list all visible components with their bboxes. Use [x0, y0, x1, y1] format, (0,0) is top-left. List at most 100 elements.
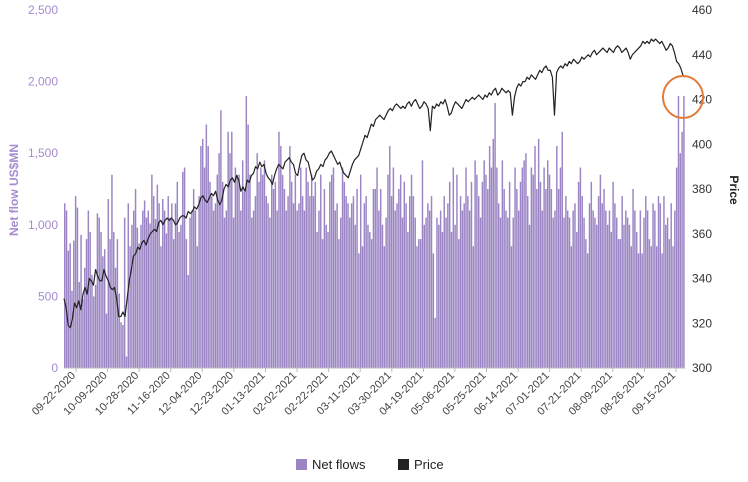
net-flow-bar [499, 217, 502, 368]
net-flow-bar [385, 217, 387, 368]
net-flow-bar [512, 217, 514, 368]
net-flow-bar [85, 239, 88, 368]
net-flow-bar [668, 239, 671, 368]
net-flow-bar [356, 189, 358, 368]
net-flow-bars [64, 95, 685, 369]
net-flow-bar [274, 181, 277, 368]
net-flow-bar [207, 146, 209, 368]
net-flow-bar [425, 217, 427, 368]
net-flow-bar [576, 231, 578, 368]
net-flow-bar [552, 217, 554, 368]
net-flow-bar [113, 231, 115, 368]
net-flow-bar [525, 153, 527, 368]
net-flow-bar [378, 210, 380, 368]
x-axis-ticks: 09-22-202010-09-202010-28-202011-16-2020… [30, 368, 678, 418]
net-flow-bar [114, 267, 117, 368]
net-flow-bar [389, 146, 391, 368]
net-flow-bar [501, 160, 504, 368]
net-flow-bar [670, 203, 672, 368]
net-flow-bar [296, 210, 298, 368]
net-flow-bar [352, 196, 355, 368]
net-flow-bar [663, 196, 665, 368]
net-flow-bar [672, 246, 674, 368]
net-flow-bar [140, 224, 142, 368]
net-flow-bar [359, 174, 362, 368]
net-flow-bar [479, 217, 482, 368]
net-flow-bar [574, 203, 576, 368]
net-flow-bar [109, 239, 111, 368]
legend-net-flows-label: Net flows [312, 457, 366, 472]
net-flow-bar [152, 196, 155, 368]
net-flow-bar [236, 174, 238, 368]
net-flow-bar [476, 174, 478, 368]
net-flow-bar [675, 167, 678, 368]
right-axis-tick-label: 340 [692, 272, 712, 286]
net-flow-bar [648, 239, 651, 368]
net-flow-bar [547, 160, 549, 368]
net-flow-bar [307, 181, 309, 368]
net-flow-bar [192, 189, 195, 368]
net-flow-bar [267, 203, 269, 368]
net-flow-bar [561, 131, 563, 368]
net-flow-bar [169, 217, 171, 368]
net-flow-bar [630, 246, 632, 368]
net-flow-bar [418, 239, 420, 368]
net-flow-bar [550, 189, 553, 368]
net-flow-bar [131, 224, 133, 368]
net-flow-bar [98, 217, 100, 368]
net-flow-bar [488, 146, 491, 368]
net-flow-bar [519, 181, 522, 368]
net-flow-bar [82, 299, 84, 368]
net-flow-bar [243, 191, 246, 368]
net-flow-bar [214, 203, 217, 368]
net-flow-bar [463, 203, 465, 368]
net-flow-bar [151, 174, 153, 368]
net-flow-bar [212, 210, 215, 368]
net-flow-bar [539, 181, 542, 368]
net-flow-bar [614, 203, 616, 368]
net-flow-bar [336, 203, 338, 368]
net-flow-bar [263, 160, 266, 368]
net-flow-bar [105, 313, 108, 368]
net-flow-bar [83, 267, 86, 368]
net-flow-bar [617, 239, 620, 368]
net-flow-bar [180, 224, 182, 368]
net-flow-bar [249, 174, 251, 368]
net-flow-bar [659, 203, 662, 368]
net-flow-bar [281, 174, 284, 368]
net-flow-bar [532, 174, 534, 368]
net-flow-bar [320, 174, 322, 368]
net-flow-bar [91, 274, 93, 368]
net-flow-bar [461, 210, 464, 368]
net-flow-bar [523, 160, 525, 368]
net-flow-bar [316, 231, 318, 368]
net-flow-bar [390, 196, 393, 368]
net-flow-bar [603, 189, 605, 368]
net-flow-bar [657, 196, 660, 368]
net-flow-bar [363, 203, 366, 368]
net-flow-bar [309, 196, 311, 368]
net-flow-bar [189, 217, 191, 368]
net-flow-bar [581, 196, 583, 368]
net-flow-bar [485, 174, 487, 368]
net-flow-bar [588, 203, 591, 368]
net-flow-bar [381, 224, 384, 368]
net-flow-bar [666, 217, 669, 368]
net-flow-bar [182, 171, 184, 368]
net-flow-bar [383, 246, 386, 368]
right-axis-tick-label: 360 [692, 227, 712, 241]
net-flow-bar [64, 203, 66, 368]
net-flow-bar [450, 231, 453, 368]
net-flow-bar [156, 184, 159, 368]
net-flow-bar [443, 196, 445, 368]
left-axis-tick-label: 2,500 [28, 3, 58, 17]
net-flow-bar [107, 199, 110, 368]
net-flow-bar [537, 138, 540, 368]
right-axis-tick-label: 320 [692, 316, 712, 330]
left-axis-label: Net flow US$MN [7, 144, 21, 236]
right-axis-tick-label: 400 [692, 137, 712, 151]
net-flow-bar [398, 189, 400, 368]
net-flow-bar [340, 217, 342, 368]
net-flow-bar [367, 224, 369, 368]
